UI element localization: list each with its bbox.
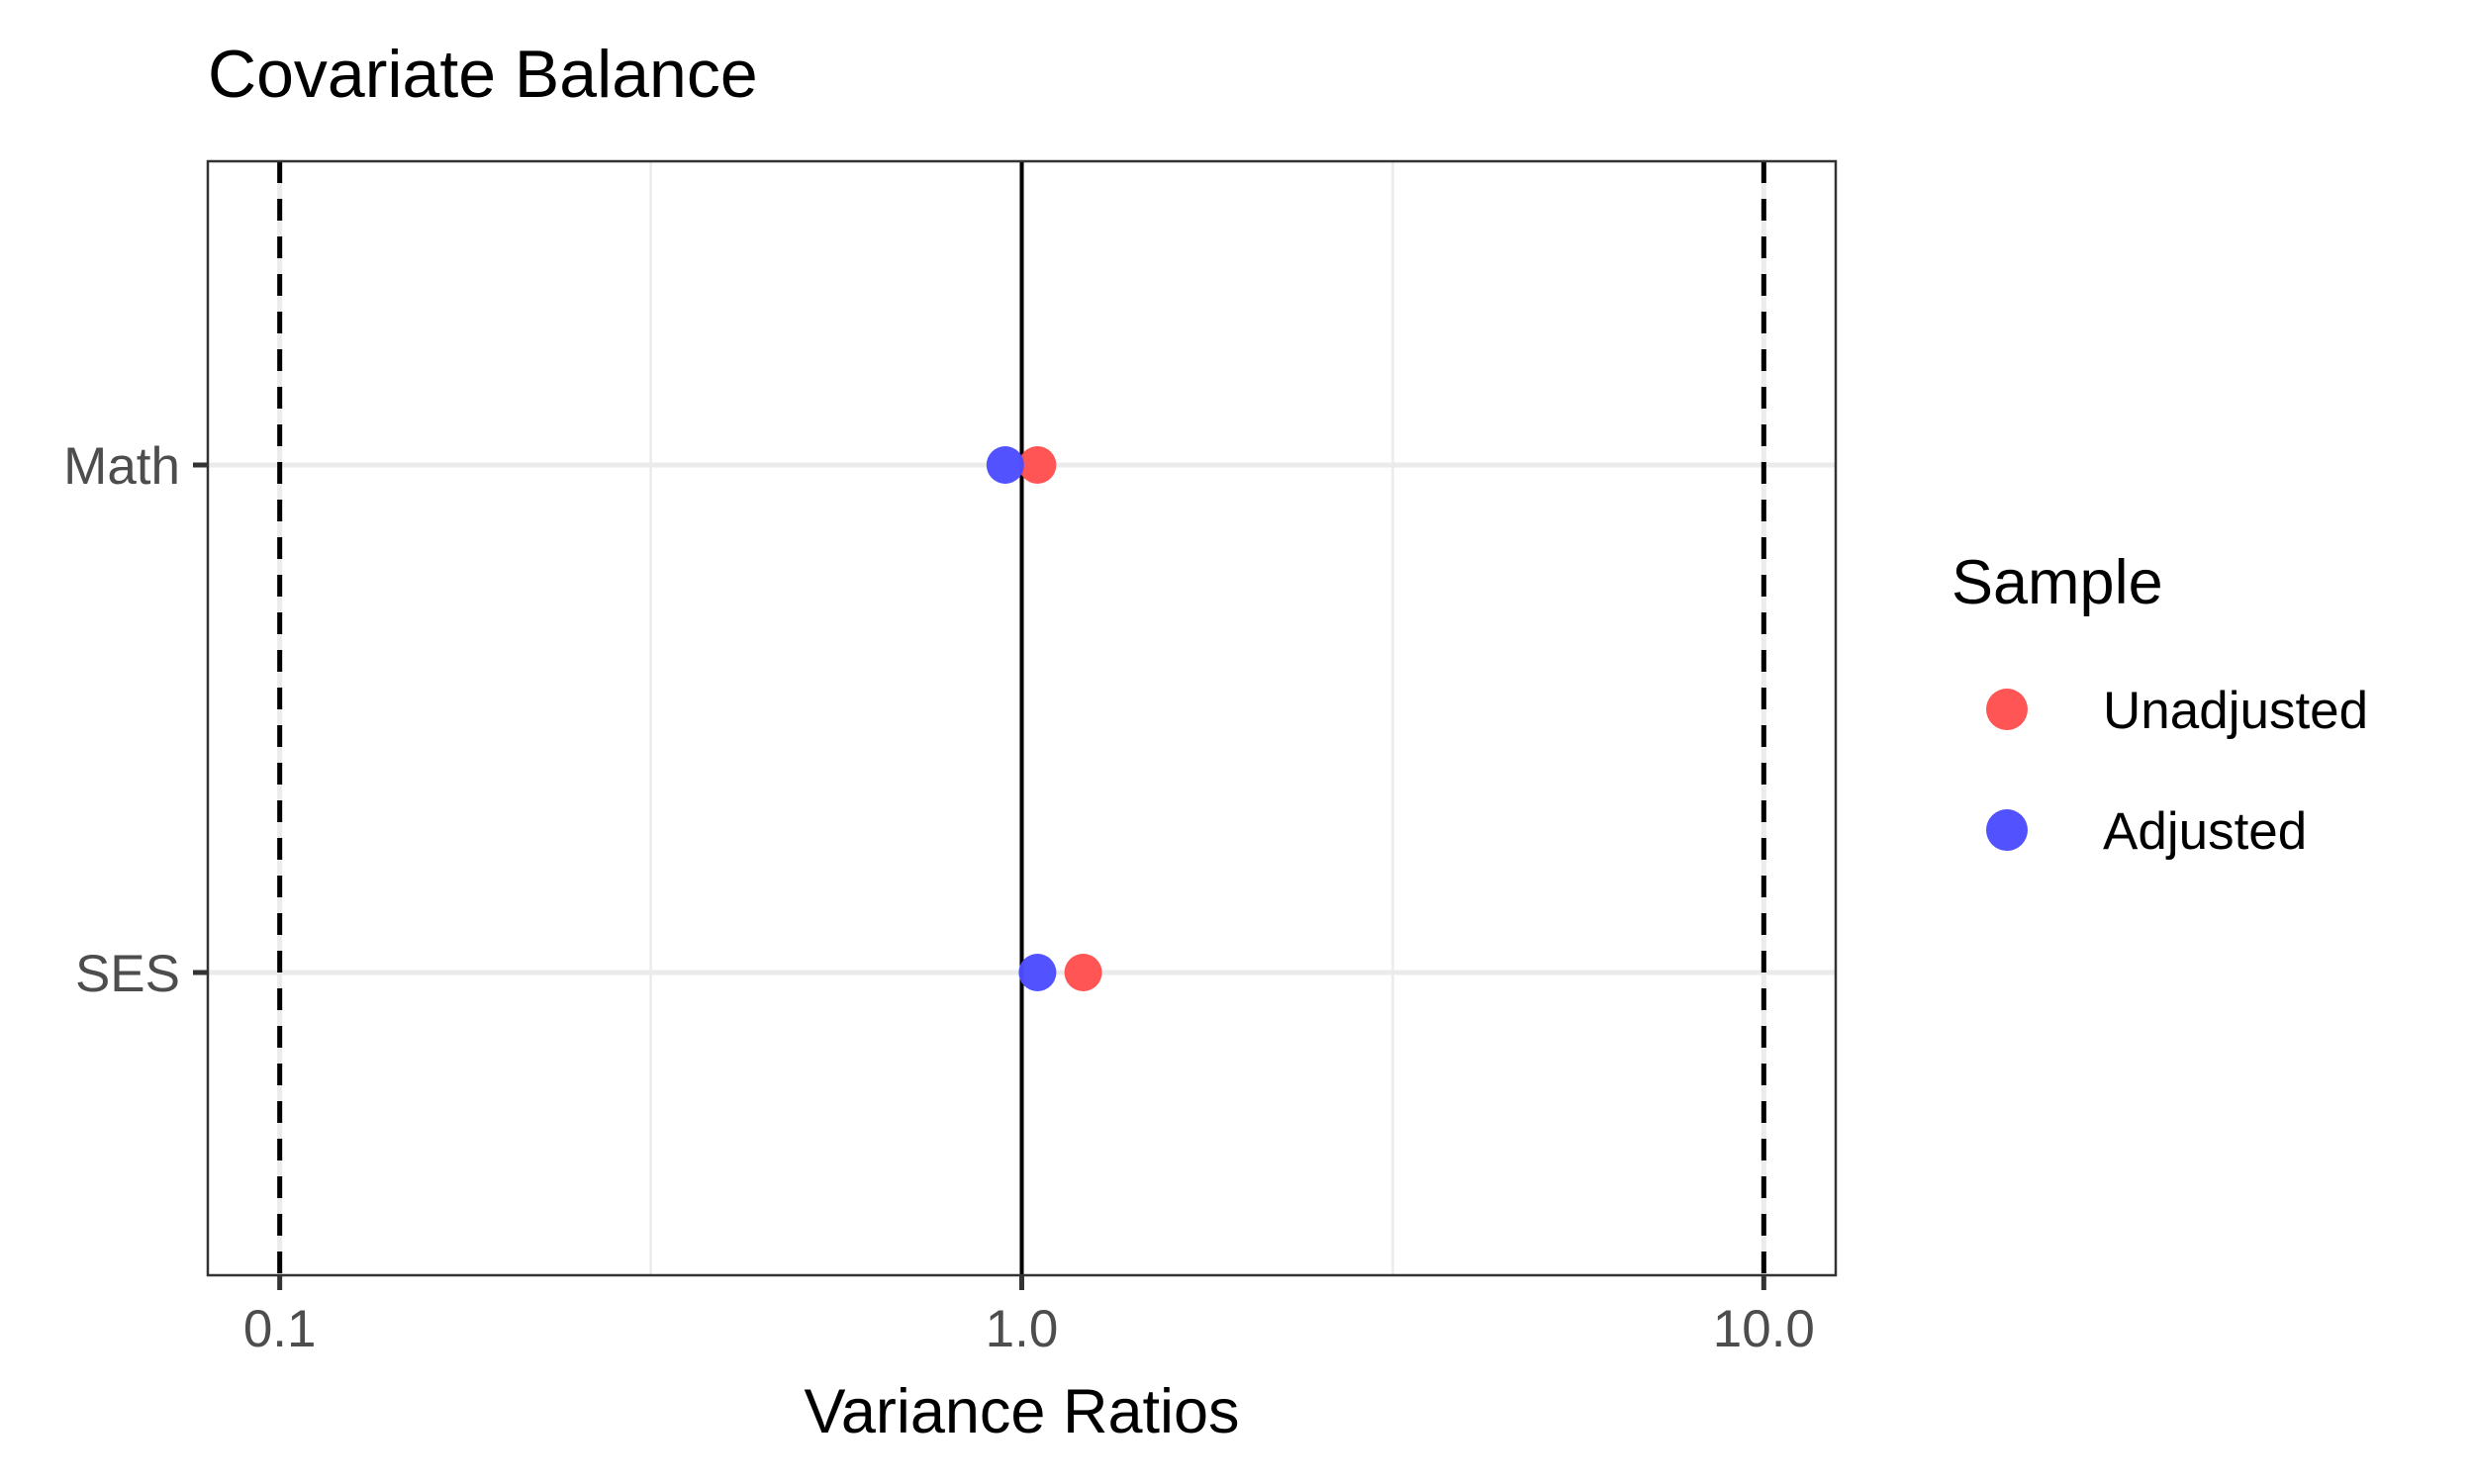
point-adjusted-math (986, 446, 1024, 484)
x-axis: 0.1 1.0 10.0 (243, 1275, 1815, 1358)
point-unadjusted-math (1018, 446, 1057, 484)
legend-key-adjusted (1986, 809, 2028, 851)
legend-title: Sample (1951, 548, 2163, 617)
reference-lines (277, 161, 1766, 1275)
y-tick-label: SES (75, 945, 180, 1003)
point-adjusted-ses (1018, 954, 1057, 991)
y-axis: Math SES (63, 437, 208, 1003)
x-tick-label: 1.0 (986, 1300, 1059, 1358)
legend-label-adjusted: Adjusted (2103, 802, 2307, 861)
legend-label-unadjusted: Unadjusted (2103, 682, 2368, 740)
chart-title: Covariate Balance (208, 37, 758, 112)
legend: Sample Unadjusted Adjusted (1951, 548, 2368, 861)
x-tick-label: 0.1 (243, 1300, 317, 1358)
point-unadjusted-ses (1064, 954, 1102, 991)
data-points (986, 446, 1102, 991)
legend-key-unadjusted (1986, 689, 2028, 730)
x-axis-title: Variance Ratios (804, 1377, 1239, 1446)
y-tick-label: Math (63, 437, 180, 496)
x-tick-label: 10.0 (1713, 1300, 1815, 1358)
